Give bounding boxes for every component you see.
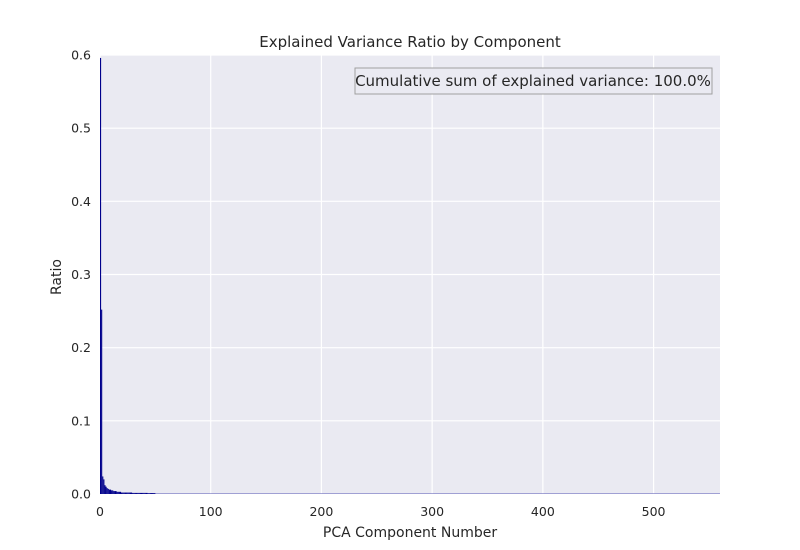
bar	[104, 485, 106, 494]
bar	[127, 492, 129, 494]
bar	[144, 492, 146, 494]
x-tick-label: 200	[309, 504, 333, 519]
bar	[134, 492, 136, 494]
y-tick-labels: 0.0 0.1 0.2 0.3 0.4 0.5 0.6	[71, 48, 91, 502]
x-tick-label: 400	[531, 504, 555, 519]
bar	[126, 492, 128, 494]
bar	[101, 309, 103, 494]
y-tick-label: 0.6	[71, 48, 91, 63]
bar	[111, 490, 113, 494]
bar	[118, 491, 120, 494]
bar	[114, 491, 116, 494]
bar	[121, 492, 123, 494]
bar	[108, 489, 110, 494]
y-tick-label: 0.3	[71, 267, 91, 282]
bar	[107, 488, 109, 494]
bar	[139, 492, 141, 494]
bar	[153, 493, 155, 494]
bar	[100, 57, 102, 494]
bar	[145, 492, 147, 494]
x-tick-label: 100	[199, 504, 223, 519]
bar	[102, 476, 104, 494]
bar	[149, 493, 151, 494]
bar	[113, 491, 115, 494]
y-tick-label: 0.2	[71, 340, 91, 355]
bar	[132, 492, 134, 494]
bar-series	[100, 57, 156, 494]
bar	[109, 489, 112, 494]
bar	[116, 491, 118, 494]
y-axis-label: Ratio	[49, 259, 65, 295]
bar	[119, 491, 122, 494]
bar	[136, 492, 138, 494]
x-tick-label: 300	[420, 504, 444, 519]
bar	[128, 492, 130, 494]
bar	[106, 488, 108, 494]
y-tick-label: 0.0	[71, 487, 91, 502]
bar	[150, 493, 153, 494]
y-tick-label: 0.4	[71, 194, 91, 209]
bar	[142, 492, 144, 494]
bar	[138, 492, 140, 494]
bar	[146, 492, 148, 494]
x-axis-label: PCA Component Number	[323, 525, 497, 541]
bar	[124, 492, 126, 494]
bar	[137, 492, 139, 494]
bar	[143, 492, 145, 494]
bar	[154, 493, 156, 494]
bar	[133, 492, 135, 494]
x-tick-label: 0	[96, 504, 104, 519]
bar	[115, 491, 117, 494]
bar	[112, 490, 114, 494]
chart-title: Explained Variance Ratio by Component	[259, 33, 561, 51]
bar	[123, 492, 125, 494]
x-tick-label: 500	[642, 504, 666, 519]
bar	[152, 493, 154, 494]
bar	[131, 492, 133, 494]
annotation-text: Cumulative sum of explained variance: 10…	[355, 72, 711, 90]
bar	[140, 492, 143, 494]
bar	[103, 479, 105, 494]
bar	[147, 493, 149, 494]
bar	[148, 493, 150, 494]
x-tick-labels: 0 100 200 300 400 500	[96, 504, 666, 519]
bar	[105, 486, 107, 494]
annotation-box	[354, 67, 713, 95]
bar	[117, 491, 119, 494]
bar	[122, 492, 124, 494]
bar	[129, 492, 131, 494]
y-tick-label: 0.5	[71, 121, 91, 136]
y-tick-label: 0.1	[71, 413, 91, 428]
bar	[135, 492, 137, 494]
bar	[125, 492, 127, 494]
